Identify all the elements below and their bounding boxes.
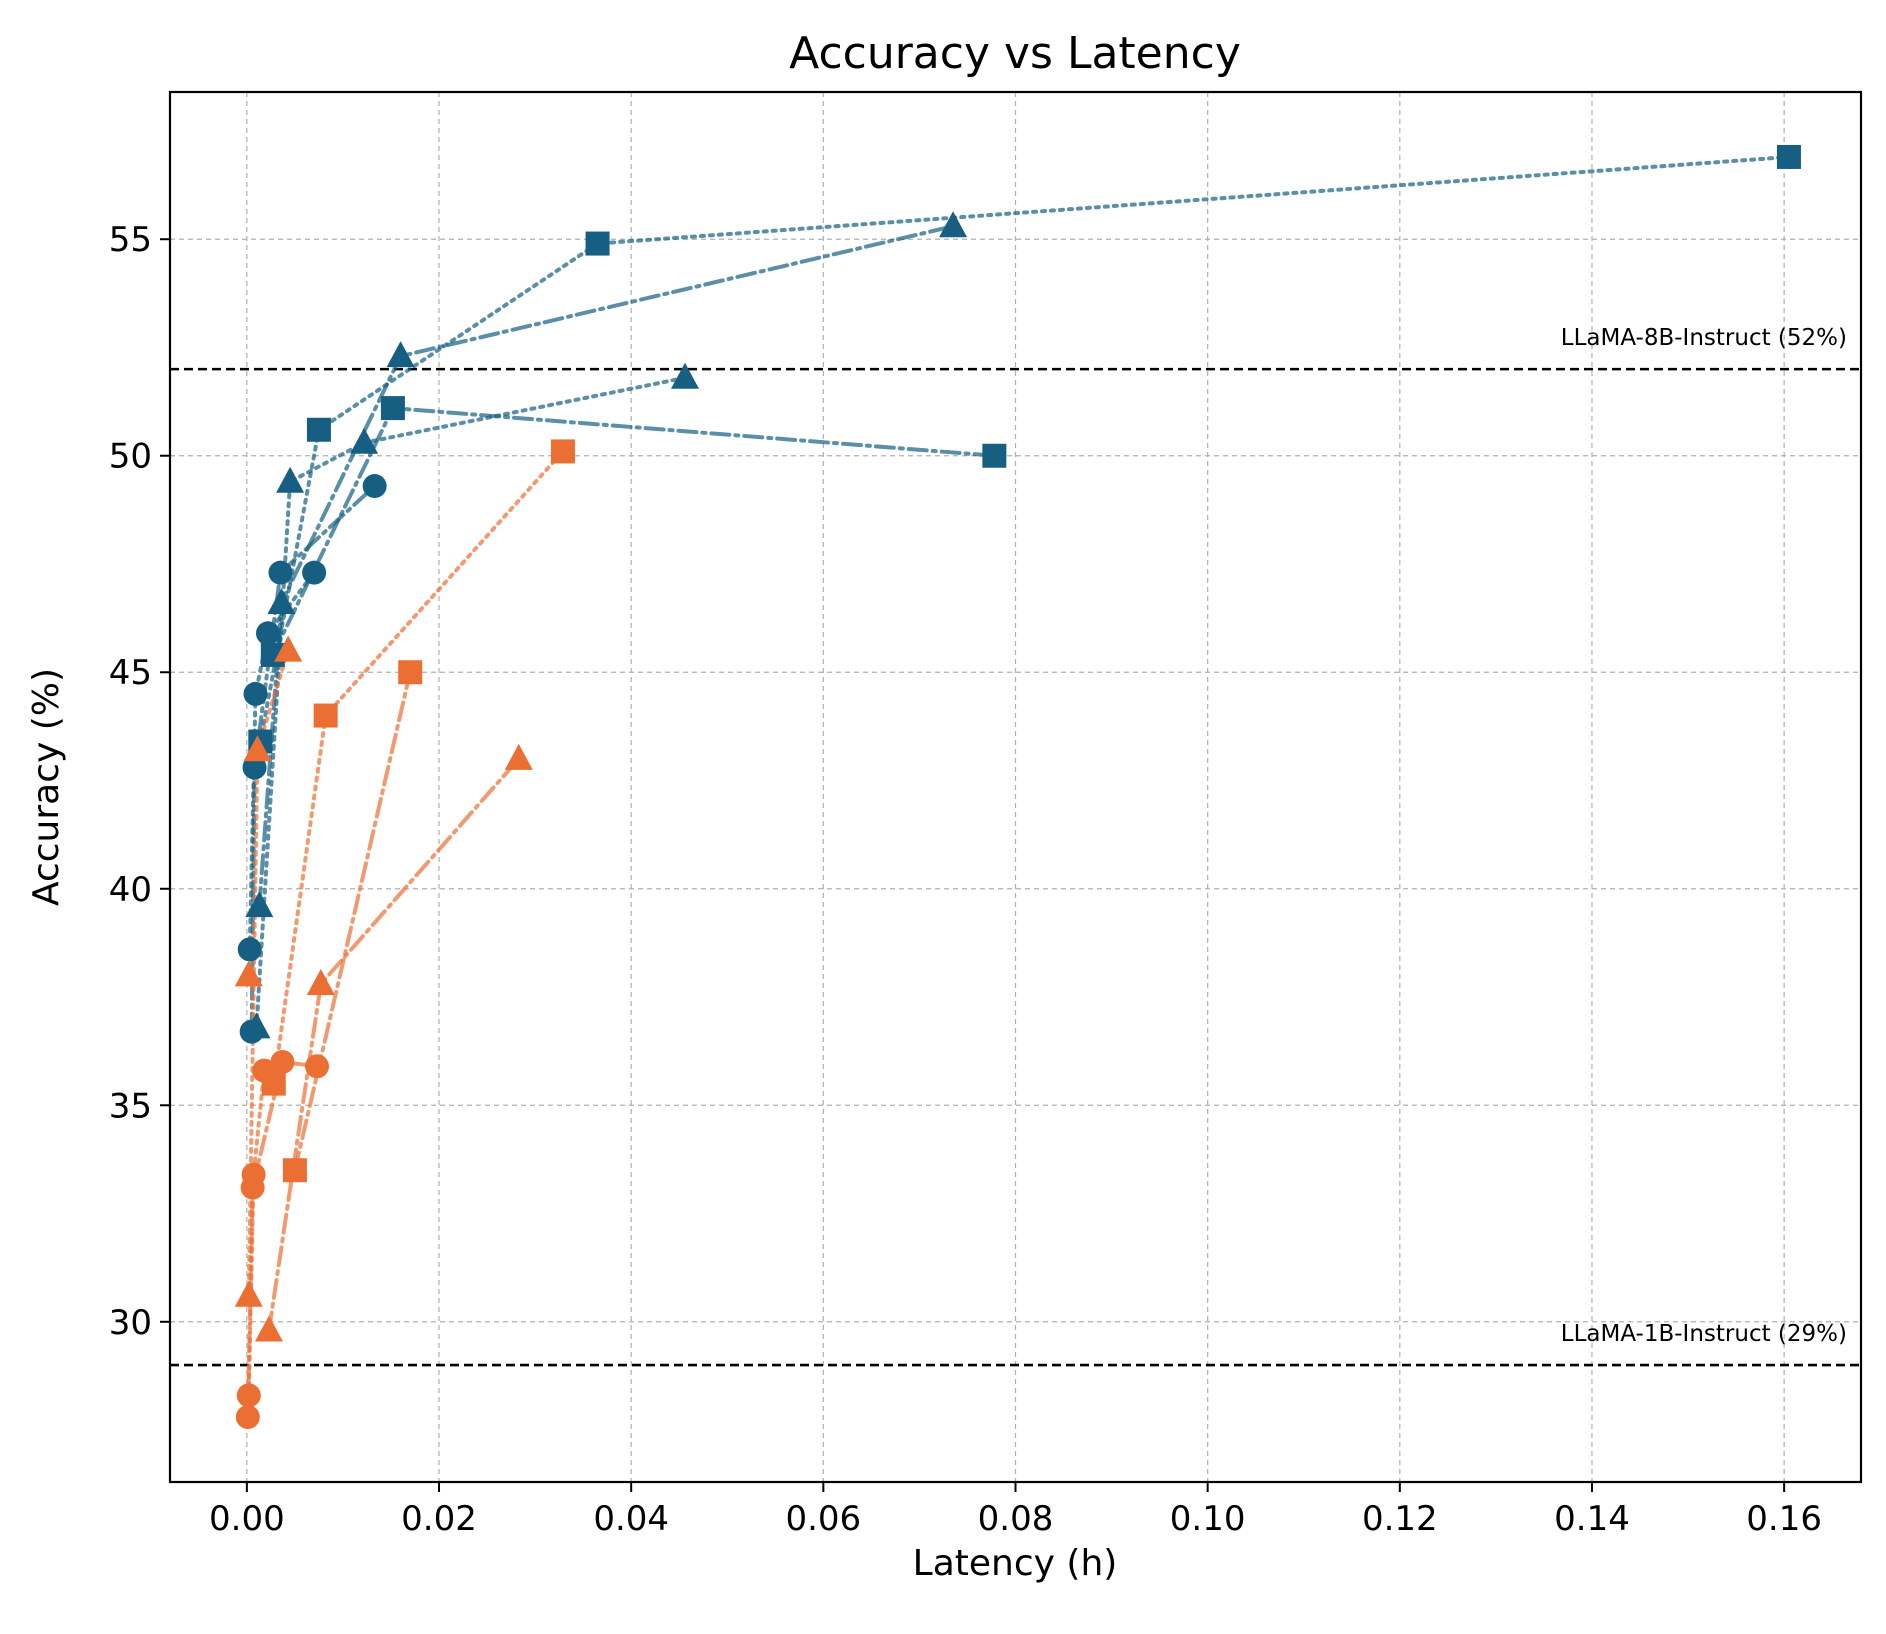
series-line — [266, 756, 521, 1333]
data-point-circle — [362, 474, 387, 499]
series-line — [258, 154, 1791, 744]
data-point-circle — [305, 1054, 330, 1079]
data-point-triangle — [939, 211, 968, 238]
data-point-triangle — [274, 635, 303, 662]
y-tick-label: 55 — [109, 220, 152, 260]
data-point-triangle — [276, 466, 305, 493]
data-point-square — [982, 443, 1007, 468]
x-tick-label: 0.10 — [1170, 1499, 1246, 1539]
data-point-square — [585, 231, 610, 256]
data-point-square — [398, 660, 423, 685]
data-point-circle — [240, 1175, 265, 1200]
data-point-triangle — [267, 587, 296, 614]
data-point-triangle — [243, 735, 272, 762]
data-point-triangle — [306, 969, 335, 996]
data-point-triangle — [234, 960, 263, 987]
x-tick-label: 0.04 — [593, 1499, 669, 1539]
reference-line-label: LLaMA-8B-Instruct (52%) — [1561, 325, 1847, 351]
data-point-circle — [268, 560, 293, 585]
grid — [170, 92, 1861, 1482]
data-point-circle — [270, 1049, 295, 1074]
data-point-circle — [243, 681, 268, 706]
data-point-circle — [237, 937, 262, 962]
y-axis-label: Accuracy (%) — [26, 668, 67, 906]
y-tick-label: 50 — [109, 437, 152, 477]
x-tick-label: 0.14 — [1554, 1499, 1630, 1539]
data-point-circle — [236, 1383, 261, 1408]
x-tick-label: 0.16 — [1746, 1499, 1822, 1539]
data-point-circle — [302, 560, 327, 585]
data-point-square — [1776, 144, 1801, 169]
ticks: 0.00 0.02 0.04 0.06 0.08 0.10 0.12 0.14 0.16 30 35… — [109, 220, 1822, 1539]
x-tick-label: 0.00 — [209, 1499, 285, 1539]
data-point-circle — [252, 1058, 277, 1083]
y-tick-label: 45 — [109, 653, 152, 693]
series-line — [246, 648, 291, 1298]
data-point-triangle — [234, 1280, 263, 1307]
data-point-triangle — [670, 362, 699, 389]
data-point-triangle — [504, 743, 533, 770]
data-point-circle — [256, 621, 281, 646]
x-tick-label: 0.12 — [1362, 1499, 1438, 1539]
data-point-circle — [239, 1019, 264, 1044]
x-tick-label: 0.06 — [785, 1499, 861, 1539]
data-point-square — [313, 703, 338, 728]
data-point-square — [550, 439, 575, 464]
x-tick-label: 0.02 — [401, 1499, 477, 1539]
y-tick-label: 35 — [109, 1086, 152, 1126]
data-point-square — [306, 417, 331, 442]
data-point-triangle — [245, 891, 274, 918]
series-line — [257, 224, 956, 909]
chart-title: Accuracy vs Latency — [789, 28, 1241, 79]
data-point-square — [380, 396, 405, 421]
data-point-circle — [242, 755, 267, 780]
data-point-triangle — [254, 1315, 283, 1342]
series-line — [254, 375, 687, 1030]
series-layer — [234, 144, 1801, 1430]
x-axis-label: Latency (h) — [913, 1543, 1118, 1584]
data-point-square — [282, 1158, 307, 1183]
reference-lines: LLaMA-8B-Instruct (52%) LLaMA-1B-Instruct… — [170, 325, 1861, 1367]
series-line — [292, 670, 413, 1173]
y-tick-label: 40 — [109, 870, 152, 910]
data-point-triangle — [386, 341, 415, 368]
data-point-circle — [235, 1405, 260, 1430]
y-tick-label: 30 — [109, 1303, 152, 1343]
x-tick-label: 0.08 — [978, 1499, 1054, 1539]
data-point-triangle — [350, 427, 379, 454]
reference-line-label: LLaMA-1B-Instruct (29%) — [1561, 1321, 1847, 1347]
